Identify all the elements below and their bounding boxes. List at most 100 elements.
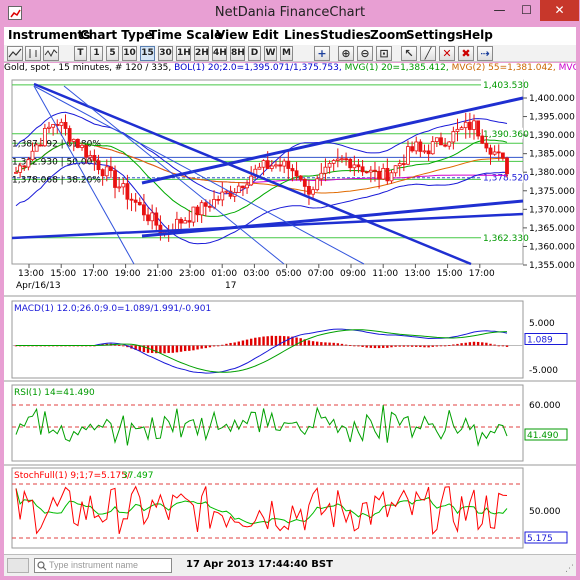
timescale-button-5[interactable]: 5 bbox=[106, 46, 119, 61]
macd-histogram-bar bbox=[167, 345, 170, 353]
macd-histogram-bar bbox=[266, 336, 269, 346]
x-tick-label: 09:00 bbox=[340, 269, 366, 279]
macd-histogram-bar bbox=[427, 345, 430, 348]
candle-body bbox=[406, 146, 410, 165]
candle-chart-icon[interactable] bbox=[43, 46, 59, 61]
long-support-line bbox=[11, 212, 524, 240]
delete-tool-icon[interactable]: ✕ bbox=[439, 46, 455, 61]
timescale-button-4h[interactable]: 4H bbox=[212, 46, 227, 61]
app-icon bbox=[8, 6, 22, 20]
candle-body bbox=[84, 144, 89, 158]
macd-histogram-bar bbox=[435, 345, 439, 347]
date-label-mid: 17 bbox=[225, 281, 236, 291]
candle-body bbox=[315, 178, 320, 191]
chart-area[interactable]: 1,400.000 1,395.000 1,390.000 1,385.000 1,38… bbox=[4, 76, 576, 558]
x-tick-label: 15:00 bbox=[437, 269, 463, 279]
menu-bar: Instruments Chart Type Time Scale View Edit L… bbox=[4, 27, 576, 45]
delete-all-icon[interactable]: ✖ bbox=[458, 46, 474, 61]
candle-body bbox=[422, 150, 427, 153]
timescale-button-8h[interactable]: 8H bbox=[230, 46, 245, 61]
timescale-button-10[interactable]: 10 bbox=[122, 46, 137, 61]
menu-edit[interactable]: Edit bbox=[252, 28, 279, 42]
x-tick-label: 11:00 bbox=[372, 269, 398, 279]
menu-settings[interactable]: Settings bbox=[406, 28, 463, 42]
bar-chart-icon[interactable] bbox=[25, 46, 41, 61]
macd-histogram-bar bbox=[245, 339, 249, 346]
candle-body bbox=[410, 146, 415, 152]
macd-histogram-bar bbox=[216, 345, 220, 347]
timescale-button-2h[interactable]: 2H bbox=[194, 46, 209, 61]
zoom-in-icon[interactable]: ⊕ bbox=[338, 46, 354, 61]
macd-histogram-bar bbox=[117, 345, 121, 346]
resize-grip-icon[interactable]: ⋰ bbox=[565, 564, 574, 574]
candle-body bbox=[307, 186, 311, 195]
price-tag-label: 1,362.330 bbox=[483, 234, 529, 244]
menu-view[interactable]: View bbox=[216, 28, 249, 42]
stoch-label-d: 37.497 bbox=[122, 471, 154, 481]
settings-tool-icon[interactable]: ⇢ bbox=[477, 46, 493, 61]
candle-body bbox=[80, 144, 84, 148]
zoom-fit-icon[interactable]: ⊡ bbox=[376, 46, 392, 61]
price-tag-label: 1,390.360 bbox=[483, 130, 529, 140]
menu-help[interactable]: Help bbox=[462, 28, 493, 42]
study-info-segment: BOL(1) 20;2.0=1,395.071/1,375.753, bbox=[174, 63, 345, 73]
close-button[interactable]: ✕ bbox=[540, 0, 579, 21]
candle-body bbox=[125, 183, 130, 200]
macd-histogram-bar bbox=[328, 342, 331, 346]
timescale-button-1[interactable]: 1 bbox=[90, 46, 103, 61]
timescale-button-1h[interactable]: 1H bbox=[176, 46, 191, 61]
price-tag-label: 1,378.520 bbox=[483, 174, 529, 184]
candle-body bbox=[142, 204, 146, 216]
candle-body bbox=[224, 190, 229, 193]
line-chart-icon[interactable] bbox=[7, 46, 23, 61]
candle-body bbox=[484, 142, 489, 149]
y-tick-label: 1,395.000 bbox=[529, 113, 575, 123]
title-bar[interactable]: NetDania FinanceChart — ☐ ✕ bbox=[0, 0, 580, 27]
fib-label: 1,382.930 | 50.00% bbox=[12, 157, 101, 167]
timescale-button-15[interactable]: 15 bbox=[140, 46, 155, 61]
candle-body bbox=[302, 179, 307, 187]
macd-histogram-bar bbox=[324, 342, 327, 346]
macd-histogram-bar bbox=[377, 345, 381, 349]
status-toggle[interactable] bbox=[7, 558, 29, 573]
timescale-button-30[interactable]: 30 bbox=[158, 46, 173, 61]
macd-histogram-bar bbox=[262, 336, 265, 346]
menu-time-scale[interactable]: Time Scale bbox=[149, 28, 223, 42]
menu-studies[interactable]: Studies bbox=[320, 28, 371, 42]
menu-lines[interactable]: Lines bbox=[284, 28, 320, 42]
candle-body bbox=[30, 150, 35, 161]
timescale-button-d[interactable]: D bbox=[248, 46, 261, 61]
candle-body bbox=[47, 126, 51, 129]
zoom-out-icon[interactable]: ⊖ bbox=[357, 46, 373, 61]
chart-canvas[interactable]: 1,400.000 1,395.000 1,390.000 1,385.000 1,38… bbox=[4, 76, 576, 554]
fan-line bbox=[33, 85, 135, 265]
candle-body bbox=[117, 186, 122, 189]
candle-body bbox=[183, 220, 188, 224]
macd-histogram-bar bbox=[382, 345, 385, 348]
menu-chart-type[interactable]: Chart Type bbox=[80, 28, 153, 42]
timescale-button-w[interactable]: W bbox=[264, 46, 277, 61]
menu-zoom[interactable]: Zoom bbox=[370, 28, 408, 42]
price-tag-label: 1,403.530 bbox=[483, 81, 529, 91]
macd-histogram-bar bbox=[311, 341, 315, 346]
maximize-button[interactable]: ☐ bbox=[521, 3, 532, 17]
candle-body bbox=[216, 198, 221, 201]
candle-body bbox=[179, 218, 183, 224]
macd-histogram-bar bbox=[431, 345, 434, 347]
macd-histogram-bar bbox=[456, 343, 459, 346]
macd-histogram-bar bbox=[316, 341, 319, 346]
candle-body bbox=[100, 169, 105, 177]
instrument-search-input[interactable]: Type instrument name bbox=[34, 558, 172, 573]
line-tool-icon[interactable]: ╱ bbox=[420, 46, 436, 61]
stoch-panel-frame bbox=[11, 467, 524, 549]
pointer-icon[interactable]: ↖ bbox=[401, 46, 417, 61]
stoch-value-label: 5.175 bbox=[527, 534, 553, 544]
timescale-button-m[interactable]: M bbox=[280, 46, 293, 61]
candle-body bbox=[67, 128, 72, 142]
crosshair-icon[interactable]: + bbox=[314, 46, 330, 61]
menu-instruments[interactable]: Instruments bbox=[8, 28, 91, 42]
minimize-button[interactable]: — bbox=[493, 3, 506, 17]
timescale-button-t[interactable]: T bbox=[74, 46, 87, 61]
macd-histogram-bar bbox=[175, 345, 179, 353]
candle-body bbox=[480, 135, 485, 144]
